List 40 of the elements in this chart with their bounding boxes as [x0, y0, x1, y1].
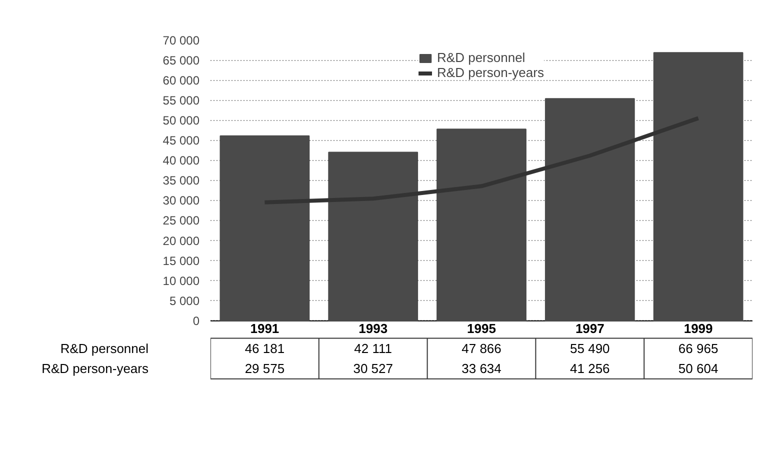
- legend-label: R&D personnel: [437, 50, 526, 65]
- x-tick-label: 1991: [250, 320, 280, 336]
- y-tick-label: 20 000: [162, 234, 200, 248]
- bar: [328, 152, 418, 322]
- data-label: 42 111: [354, 340, 392, 356]
- y-tick-label: 0: [192, 314, 200, 328]
- data-label: 66 965: [678, 340, 718, 356]
- bar: [220, 135, 310, 322]
- y-tick-label: 40 000: [162, 154, 200, 168]
- bar: [653, 52, 744, 322]
- data-label: 33 634: [462, 361, 502, 376]
- y-tick-label: 60 000: [162, 74, 200, 88]
- data-label: 50 604: [678, 361, 718, 376]
- y-tick-label: 65 000: [162, 54, 200, 68]
- y-tick-label: 5 000: [169, 294, 200, 308]
- line-series: [262, 116, 700, 204]
- y-tick-label: 10 000: [162, 274, 200, 288]
- y-tick-label: 55 000: [162, 94, 200, 108]
- data-label: 29 575: [244, 361, 285, 376]
- text: R&D person-years: [42, 361, 149, 376]
- bar: [544, 98, 635, 322]
- x-tick-label: 1993: [358, 320, 388, 336]
- x-tick-label: 1999: [684, 320, 713, 336]
- x-tick-label: 1995: [467, 320, 496, 336]
- y-tick-label: 70 000: [162, 34, 200, 48]
- text: R&D personnel: [60, 340, 148, 356]
- y-tick-label: 35 000: [162, 174, 200, 188]
- data-label: 47 866: [462, 340, 502, 356]
- legend-label: R&D person-years: [437, 65, 544, 80]
- data-label: 55 490: [570, 340, 610, 356]
- y-tick-label: 15 000: [162, 254, 200, 268]
- data-label: 46 181: [244, 340, 285, 356]
- bar: [436, 128, 526, 322]
- data-label: 41 256: [570, 361, 610, 376]
- x-tick-label: 1997: [575, 320, 604, 336]
- data-label: 30 527: [353, 361, 393, 376]
- y-tick-label: 25 000: [162, 214, 200, 228]
- y-tick-label: 50 000: [162, 114, 200, 128]
- y-tick-label: 30 000: [162, 194, 200, 208]
- y-tick-label: 45 000: [162, 134, 200, 148]
